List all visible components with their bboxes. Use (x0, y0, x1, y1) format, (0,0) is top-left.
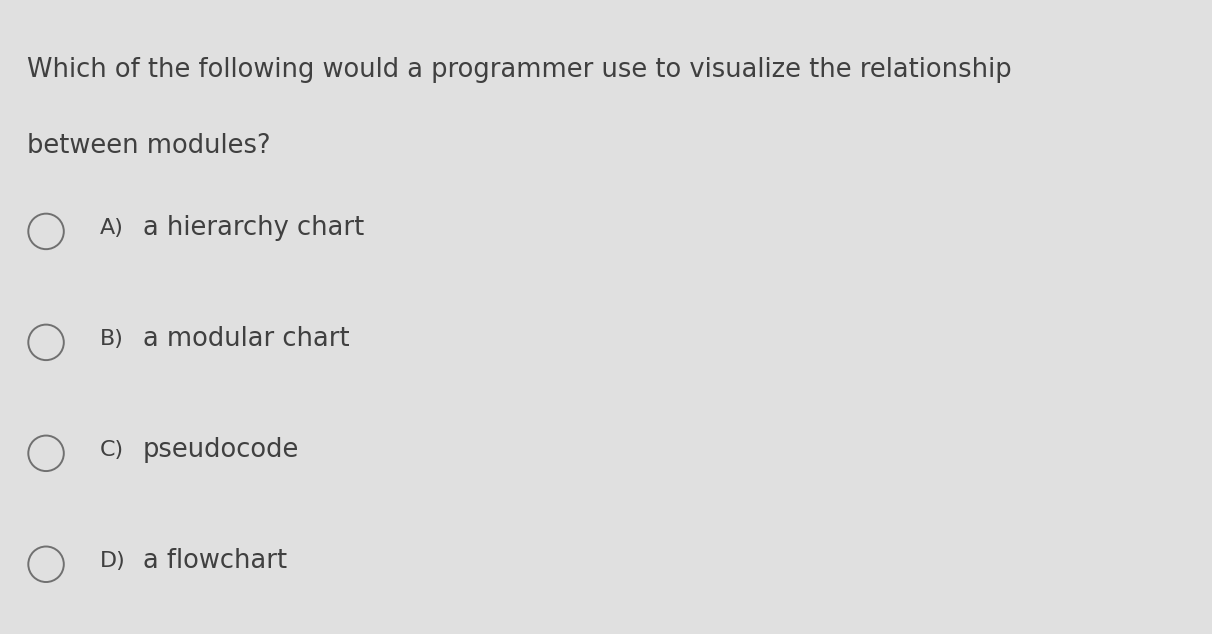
Text: C): C) (99, 440, 124, 460)
Text: A): A) (99, 218, 124, 238)
Text: D): D) (99, 551, 125, 571)
Text: a modular chart: a modular chart (143, 326, 349, 353)
Text: Which of the following would a programmer use to visualize the relationship: Which of the following would a programme… (27, 57, 1011, 83)
Text: between modules?: between modules? (27, 133, 270, 159)
Text: a hierarchy chart: a hierarchy chart (143, 215, 365, 242)
Text: a flowchart: a flowchart (143, 548, 287, 574)
Text: B): B) (99, 329, 124, 349)
Text: pseudocode: pseudocode (143, 437, 299, 463)
